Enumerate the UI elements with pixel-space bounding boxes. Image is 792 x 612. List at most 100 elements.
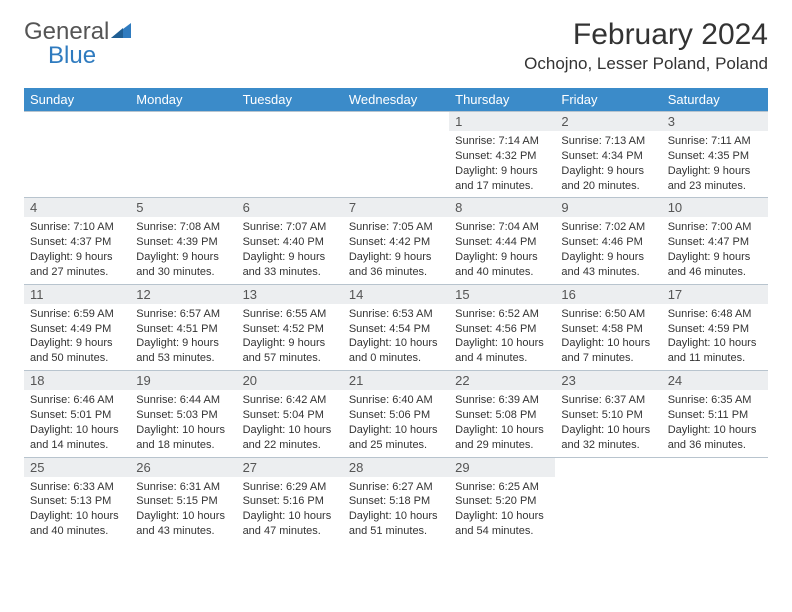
day-cell: 28Sunrise: 6:27 AMSunset: 5:18 PMDayligh… [343, 457, 449, 543]
day-cell: 8Sunrise: 7:04 AMSunset: 4:44 PMDaylight… [449, 198, 555, 284]
month-title: February 2024 [524, 18, 768, 52]
calendar-table: SundayMondayTuesdayWednesdayThursdayFrid… [24, 88, 768, 543]
weekday-header: Thursday [449, 88, 555, 112]
day-number: 28 [343, 458, 449, 477]
day-number: 9 [555, 198, 661, 217]
day-cell: 5Sunrise: 7:08 AMSunset: 4:39 PMDaylight… [130, 198, 236, 284]
day-number: 10 [662, 198, 768, 217]
empty-cell [662, 457, 768, 543]
calendar-row: 18Sunrise: 6:46 AMSunset: 5:01 PMDayligh… [24, 371, 768, 457]
day-number: 2 [555, 112, 661, 131]
day-details: Sunrise: 6:39 AMSunset: 5:08 PMDaylight:… [449, 390, 555, 456]
day-number: 5 [130, 198, 236, 217]
day-details: Sunrise: 6:31 AMSunset: 5:15 PMDaylight:… [130, 477, 236, 543]
day-number: 8 [449, 198, 555, 217]
day-number: 11 [24, 285, 130, 304]
day-cell: 29Sunrise: 6:25 AMSunset: 5:20 PMDayligh… [449, 457, 555, 543]
day-cell: 15Sunrise: 6:52 AMSunset: 4:56 PMDayligh… [449, 284, 555, 370]
empty-cell [237, 112, 343, 198]
day-number: 23 [555, 371, 661, 390]
calendar-row: 4Sunrise: 7:10 AMSunset: 4:37 PMDaylight… [24, 198, 768, 284]
day-cell: 4Sunrise: 7:10 AMSunset: 4:37 PMDaylight… [24, 198, 130, 284]
day-number: 14 [343, 285, 449, 304]
day-cell: 6Sunrise: 7:07 AMSunset: 4:40 PMDaylight… [237, 198, 343, 284]
day-number: 1 [449, 112, 555, 131]
day-number: 25 [24, 458, 130, 477]
day-number: 7 [343, 198, 449, 217]
day-number: 3 [662, 112, 768, 131]
day-cell: 20Sunrise: 6:42 AMSunset: 5:04 PMDayligh… [237, 371, 343, 457]
day-details: Sunrise: 7:05 AMSunset: 4:42 PMDaylight:… [343, 217, 449, 283]
calendar-row: 11Sunrise: 6:59 AMSunset: 4:49 PMDayligh… [24, 284, 768, 370]
empty-cell [555, 457, 661, 543]
day-number: 19 [130, 371, 236, 390]
day-number: 22 [449, 371, 555, 390]
day-cell: 18Sunrise: 6:46 AMSunset: 5:01 PMDayligh… [24, 371, 130, 457]
day-cell: 1Sunrise: 7:14 AMSunset: 4:32 PMDaylight… [449, 112, 555, 198]
day-details: Sunrise: 6:37 AMSunset: 5:10 PMDaylight:… [555, 390, 661, 456]
day-number: 26 [130, 458, 236, 477]
calendar-row: 25Sunrise: 6:33 AMSunset: 5:13 PMDayligh… [24, 457, 768, 543]
day-cell: 11Sunrise: 6:59 AMSunset: 4:49 PMDayligh… [24, 284, 130, 370]
page-header: General Blue February 2024 Ochojno, Less… [24, 18, 768, 74]
day-details: Sunrise: 7:08 AMSunset: 4:39 PMDaylight:… [130, 217, 236, 283]
day-cell: 14Sunrise: 6:53 AMSunset: 4:54 PMDayligh… [343, 284, 449, 370]
day-details: Sunrise: 6:40 AMSunset: 5:06 PMDaylight:… [343, 390, 449, 456]
location: Ochojno, Lesser Poland, Poland [524, 54, 768, 74]
day-cell: 10Sunrise: 7:00 AMSunset: 4:47 PMDayligh… [662, 198, 768, 284]
day-number: 17 [662, 285, 768, 304]
day-details: Sunrise: 7:04 AMSunset: 4:44 PMDaylight:… [449, 217, 555, 283]
weekday-header: Wednesday [343, 88, 449, 112]
calendar-row: 1Sunrise: 7:14 AMSunset: 4:32 PMDaylight… [24, 112, 768, 198]
day-details: Sunrise: 6:46 AMSunset: 5:01 PMDaylight:… [24, 390, 130, 456]
logo-triangle-icon [111, 18, 133, 46]
day-number: 16 [555, 285, 661, 304]
empty-cell [24, 112, 130, 198]
day-number: 18 [24, 371, 130, 390]
day-details: Sunrise: 6:33 AMSunset: 5:13 PMDaylight:… [24, 477, 130, 543]
day-details: Sunrise: 7:13 AMSunset: 4:34 PMDaylight:… [555, 131, 661, 197]
day-details: Sunrise: 6:52 AMSunset: 4:56 PMDaylight:… [449, 304, 555, 370]
day-cell: 9Sunrise: 7:02 AMSunset: 4:46 PMDaylight… [555, 198, 661, 284]
calendar-body: 1Sunrise: 7:14 AMSunset: 4:32 PMDaylight… [24, 112, 768, 544]
day-details: Sunrise: 7:11 AMSunset: 4:35 PMDaylight:… [662, 131, 768, 197]
day-number: 21 [343, 371, 449, 390]
day-number: 12 [130, 285, 236, 304]
empty-cell [130, 112, 236, 198]
day-details: Sunrise: 7:00 AMSunset: 4:47 PMDaylight:… [662, 217, 768, 283]
weekday-header: Friday [555, 88, 661, 112]
day-details: Sunrise: 6:57 AMSunset: 4:51 PMDaylight:… [130, 304, 236, 370]
day-cell: 22Sunrise: 6:39 AMSunset: 5:08 PMDayligh… [449, 371, 555, 457]
day-cell: 23Sunrise: 6:37 AMSunset: 5:10 PMDayligh… [555, 371, 661, 457]
day-cell: 3Sunrise: 7:11 AMSunset: 4:35 PMDaylight… [662, 112, 768, 198]
day-cell: 25Sunrise: 6:33 AMSunset: 5:13 PMDayligh… [24, 457, 130, 543]
title-block: February 2024 Ochojno, Lesser Poland, Po… [524, 18, 768, 74]
day-cell: 26Sunrise: 6:31 AMSunset: 5:15 PMDayligh… [130, 457, 236, 543]
day-cell: 24Sunrise: 6:35 AMSunset: 5:11 PMDayligh… [662, 371, 768, 457]
day-number: 13 [237, 285, 343, 304]
day-number: 4 [24, 198, 130, 217]
day-details: Sunrise: 6:59 AMSunset: 4:49 PMDaylight:… [24, 304, 130, 370]
day-details: Sunrise: 6:42 AMSunset: 5:04 PMDaylight:… [237, 390, 343, 456]
logo-word2: Blue [48, 42, 134, 70]
weekday-header: Sunday [24, 88, 130, 112]
day-number: 6 [237, 198, 343, 217]
day-details: Sunrise: 6:35 AMSunset: 5:11 PMDaylight:… [662, 390, 768, 456]
day-details: Sunrise: 6:25 AMSunset: 5:20 PMDaylight:… [449, 477, 555, 543]
day-cell: 12Sunrise: 6:57 AMSunset: 4:51 PMDayligh… [130, 284, 236, 370]
day-cell: 17Sunrise: 6:48 AMSunset: 4:59 PMDayligh… [662, 284, 768, 370]
day-number: 29 [449, 458, 555, 477]
day-details: Sunrise: 7:14 AMSunset: 4:32 PMDaylight:… [449, 131, 555, 197]
day-cell: 19Sunrise: 6:44 AMSunset: 5:03 PMDayligh… [130, 371, 236, 457]
weekday-header: Tuesday [237, 88, 343, 112]
day-cell: 16Sunrise: 6:50 AMSunset: 4:58 PMDayligh… [555, 284, 661, 370]
day-cell: 13Sunrise: 6:55 AMSunset: 4:52 PMDayligh… [237, 284, 343, 370]
day-details: Sunrise: 6:48 AMSunset: 4:59 PMDaylight:… [662, 304, 768, 370]
empty-cell [343, 112, 449, 198]
day-cell: 21Sunrise: 6:40 AMSunset: 5:06 PMDayligh… [343, 371, 449, 457]
day-cell: 2Sunrise: 7:13 AMSunset: 4:34 PMDaylight… [555, 112, 661, 198]
day-details: Sunrise: 6:55 AMSunset: 4:52 PMDaylight:… [237, 304, 343, 370]
day-details: Sunrise: 6:44 AMSunset: 5:03 PMDaylight:… [130, 390, 236, 456]
day-cell: 27Sunrise: 6:29 AMSunset: 5:16 PMDayligh… [237, 457, 343, 543]
day-details: Sunrise: 6:53 AMSunset: 4:54 PMDaylight:… [343, 304, 449, 370]
